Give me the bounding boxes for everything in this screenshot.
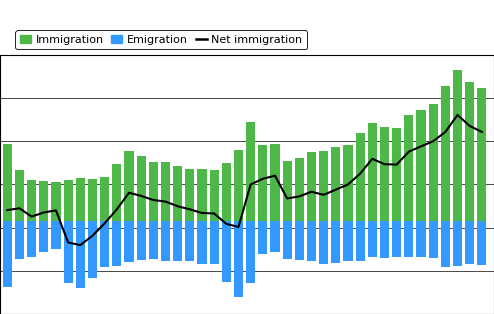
Bar [198,221,206,264]
Bar [88,221,97,278]
Bar [477,221,487,265]
Bar [283,221,292,258]
Bar [368,221,377,257]
Bar [258,145,267,221]
Bar [161,162,170,221]
Bar [3,221,12,287]
Bar [392,221,401,257]
Bar [356,221,365,261]
Bar [124,151,133,221]
Bar [100,221,109,267]
Bar [404,221,413,257]
Bar [15,221,24,258]
Bar [416,110,425,221]
Bar [465,221,474,264]
Bar [27,221,36,257]
Bar [222,221,231,282]
Bar [307,221,316,261]
Bar [416,221,425,257]
Bar [270,144,280,221]
Bar [112,221,122,266]
Bar [209,171,219,221]
Bar [112,164,122,221]
Bar [76,178,85,221]
Bar [198,170,206,221]
Bar [295,158,304,221]
Bar [429,105,438,221]
Bar [270,221,280,252]
Bar [258,221,267,254]
Bar [246,122,255,221]
Bar [100,177,109,221]
Bar [368,122,377,221]
Bar [136,221,146,260]
Bar [307,152,316,221]
Bar [149,221,158,259]
Bar [136,156,146,221]
Bar [331,147,340,221]
Bar [392,128,401,221]
Bar [441,86,450,221]
Bar [319,151,328,221]
Bar [149,162,158,221]
Bar [295,221,304,260]
Bar [64,180,73,221]
Bar [283,161,292,221]
Bar [173,221,182,261]
Legend: Immigration, Emigration, Net immigration: Immigration, Emigration, Net immigration [15,30,307,49]
Bar [343,144,353,221]
Bar [15,171,24,221]
Bar [453,70,462,221]
Bar [39,221,48,252]
Bar [453,221,462,266]
Bar [331,221,340,263]
Bar [3,144,12,221]
Bar [441,221,450,267]
Bar [64,221,73,283]
Bar [39,181,48,221]
Bar [234,150,243,221]
Bar [356,133,365,221]
Bar [51,182,61,221]
Bar [88,179,97,221]
Bar [209,221,219,264]
Bar [429,221,438,257]
Bar [380,127,389,221]
Bar [185,221,194,261]
Bar [404,116,413,221]
Bar [173,166,182,221]
Bar [222,163,231,221]
Bar [477,88,487,221]
Bar [343,221,353,261]
Bar [124,221,133,262]
Bar [161,221,170,261]
Bar [185,169,194,221]
Bar [319,221,328,264]
Bar [465,82,474,221]
Bar [246,221,255,283]
Bar [76,221,85,288]
Bar [234,221,243,297]
Bar [380,221,389,258]
Bar [27,180,36,221]
Bar [51,221,61,249]
